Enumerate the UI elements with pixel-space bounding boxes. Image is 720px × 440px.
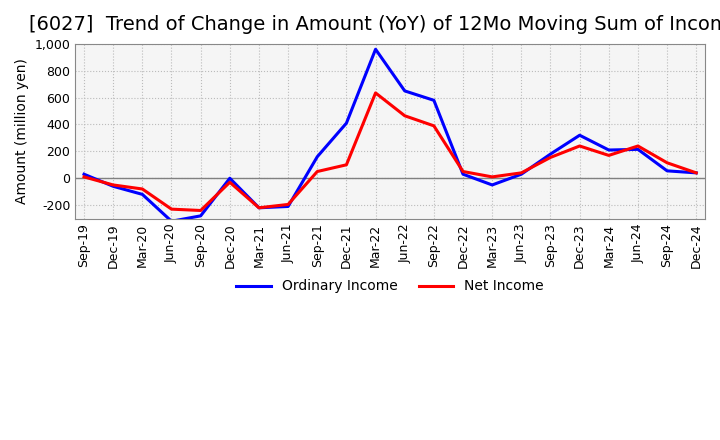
Ordinary Income xyxy=(634,147,642,152)
Ordinary Income xyxy=(430,98,438,103)
Ordinary Income xyxy=(663,168,672,173)
Ordinary Income xyxy=(546,151,555,157)
Net Income xyxy=(459,169,467,174)
Net Income xyxy=(255,205,264,210)
Net Income xyxy=(284,202,292,207)
Ordinary Income xyxy=(459,172,467,177)
Line: Net Income: Net Income xyxy=(84,93,696,210)
Net Income xyxy=(197,208,205,213)
Net Income xyxy=(575,143,584,149)
Net Income xyxy=(430,123,438,128)
Net Income xyxy=(372,90,380,95)
Net Income xyxy=(546,155,555,160)
Y-axis label: Amount (million yen): Amount (million yen) xyxy=(15,58,29,204)
Ordinary Income xyxy=(225,176,234,181)
Net Income xyxy=(225,180,234,185)
Ordinary Income xyxy=(313,154,322,159)
Ordinary Income xyxy=(575,132,584,138)
Net Income xyxy=(109,182,117,187)
Ordinary Income xyxy=(488,182,497,187)
Ordinary Income xyxy=(605,147,613,153)
Net Income xyxy=(692,170,701,176)
Legend: Ordinary Income, Net Income: Ordinary Income, Net Income xyxy=(230,274,549,299)
Net Income xyxy=(342,162,351,168)
Net Income xyxy=(488,174,497,180)
Net Income xyxy=(517,170,526,176)
Ordinary Income xyxy=(255,205,264,210)
Ordinary Income xyxy=(80,172,89,177)
Net Income xyxy=(80,174,89,180)
Ordinary Income xyxy=(342,121,351,126)
Title: [6027]  Trend of Change in Amount (YoY) of 12Mo Moving Sum of Incomes: [6027] Trend of Change in Amount (YoY) o… xyxy=(30,15,720,34)
Ordinary Income xyxy=(167,219,176,224)
Ordinary Income xyxy=(372,47,380,52)
Ordinary Income xyxy=(109,183,117,189)
Ordinary Income xyxy=(692,170,701,176)
Ordinary Income xyxy=(284,204,292,209)
Net Income xyxy=(167,206,176,212)
Line: Ordinary Income: Ordinary Income xyxy=(84,49,696,221)
Net Income xyxy=(400,113,409,118)
Ordinary Income xyxy=(138,192,147,197)
Net Income xyxy=(313,169,322,174)
Net Income xyxy=(605,153,613,158)
Ordinary Income xyxy=(517,172,526,177)
Net Income xyxy=(138,187,147,192)
Ordinary Income xyxy=(400,88,409,94)
Ordinary Income xyxy=(197,213,205,219)
Net Income xyxy=(663,160,672,165)
Net Income xyxy=(634,143,642,149)
